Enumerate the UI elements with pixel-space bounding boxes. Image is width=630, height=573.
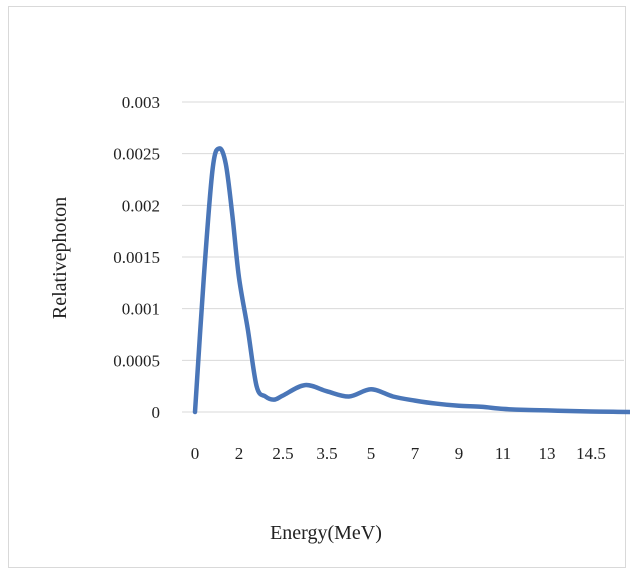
y-tick-label: 0: [152, 403, 161, 422]
chart-frame: [8, 6, 626, 568]
series-line: [192, 146, 630, 415]
x-tick-label: 2.5: [272, 444, 293, 463]
y-tick-labels: 0 0.0005 0.001 0.0015 0.002 0.0025 0.003: [113, 93, 160, 422]
x-axis-title: Energy(MeV): [270, 522, 382, 544]
x-tick-label: 5: [367, 444, 376, 463]
x-tick-label: 2: [235, 444, 244, 463]
series-line-group: [192, 146, 630, 415]
x-tick-label: 9: [455, 444, 464, 463]
y-tick-label: 0.001: [122, 300, 160, 319]
y-tick-label: 0.0015: [113, 248, 160, 267]
x-tick-label: 11: [495, 444, 511, 463]
y-tick-label: 0.002: [122, 196, 160, 215]
x-tick-labels: 0 2 2.5 3.5 5 7 9 11 13 14.5: [191, 444, 606, 463]
y-tick-label: 0.0025: [113, 145, 160, 164]
x-tick-label: 3.5: [316, 444, 337, 463]
x-tick-label: 7: [411, 444, 420, 463]
gridlines: [182, 101, 624, 413]
y-axis-title: Relativephoton: [49, 197, 71, 319]
x-tick-label: 0: [191, 444, 200, 463]
y-tick-label: 0.0005: [113, 351, 160, 370]
y-tick-label: 0.003: [122, 93, 160, 112]
x-tick-label: 13: [539, 444, 556, 463]
x-tick-label: 14.5: [576, 444, 606, 463]
